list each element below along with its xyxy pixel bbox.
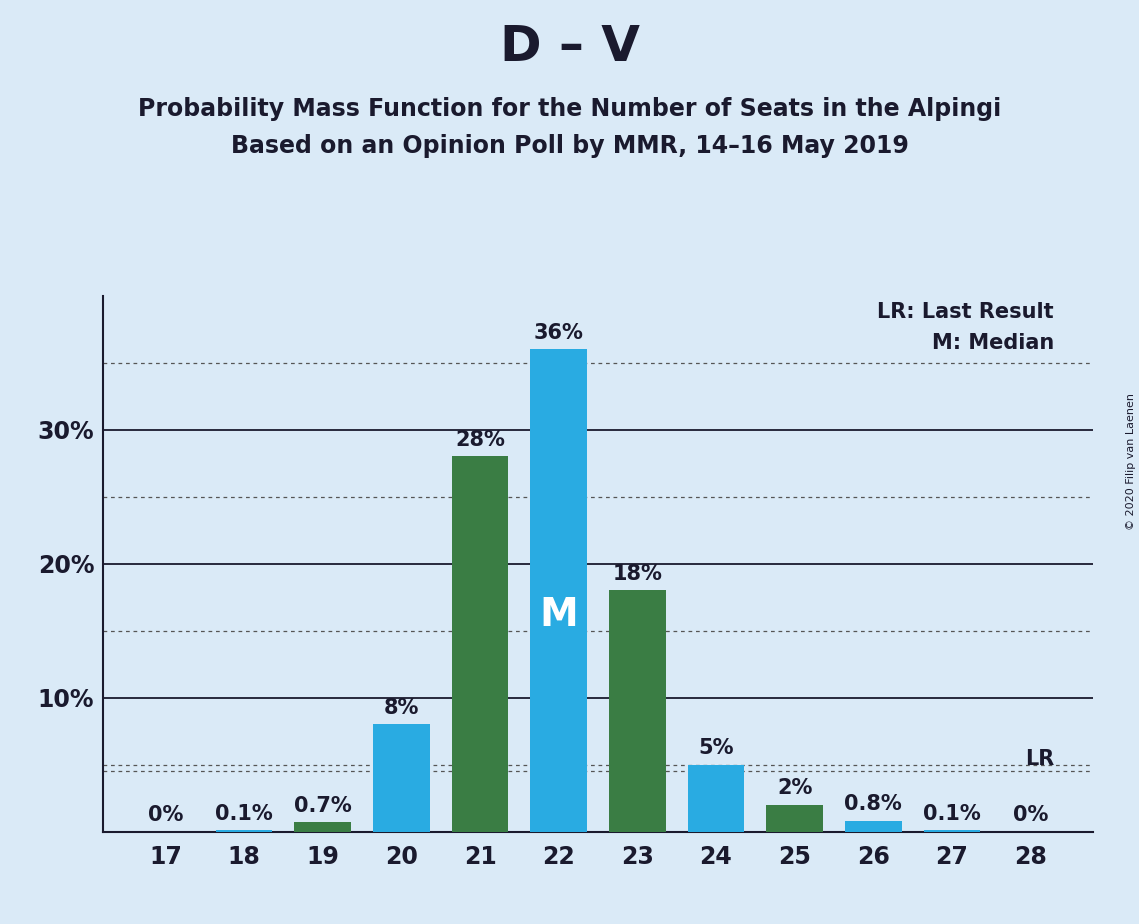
Bar	[845, 821, 902, 832]
Text: M: Median: M: Median	[932, 334, 1054, 353]
Text: 0%: 0%	[148, 805, 183, 825]
Bar	[767, 805, 822, 832]
Text: 0.7%: 0.7%	[294, 796, 352, 816]
Text: 18%: 18%	[613, 564, 662, 584]
Text: Probability Mass Function for the Number of Seats in the Alpingi: Probability Mass Function for the Number…	[138, 97, 1001, 121]
Text: 0.8%: 0.8%	[844, 795, 902, 814]
Text: 8%: 8%	[384, 698, 419, 718]
Text: LR: Last Result: LR: Last Result	[877, 302, 1054, 322]
Text: © 2020 Filip van Laenen: © 2020 Filip van Laenen	[1126, 394, 1136, 530]
Text: 28%: 28%	[456, 430, 505, 450]
Bar	[688, 765, 744, 832]
Text: LR: LR	[1025, 748, 1054, 769]
Bar	[452, 456, 508, 832]
Bar	[294, 822, 351, 832]
Text: 5%: 5%	[698, 738, 734, 758]
Text: D – V: D – V	[500, 23, 639, 71]
Text: 2%: 2%	[777, 778, 812, 798]
Text: 0%: 0%	[1013, 805, 1048, 825]
Text: M: M	[539, 596, 577, 634]
Text: Based on an Opinion Poll by MMR, 14–16 May 2019: Based on an Opinion Poll by MMR, 14–16 M…	[230, 134, 909, 158]
Bar	[531, 349, 587, 832]
Bar	[924, 831, 981, 832]
Bar	[609, 590, 665, 832]
Text: 0.1%: 0.1%	[923, 804, 981, 823]
Text: 0.1%: 0.1%	[215, 804, 273, 823]
Text: 36%: 36%	[534, 322, 583, 343]
Bar	[374, 724, 429, 832]
Bar	[215, 831, 272, 832]
